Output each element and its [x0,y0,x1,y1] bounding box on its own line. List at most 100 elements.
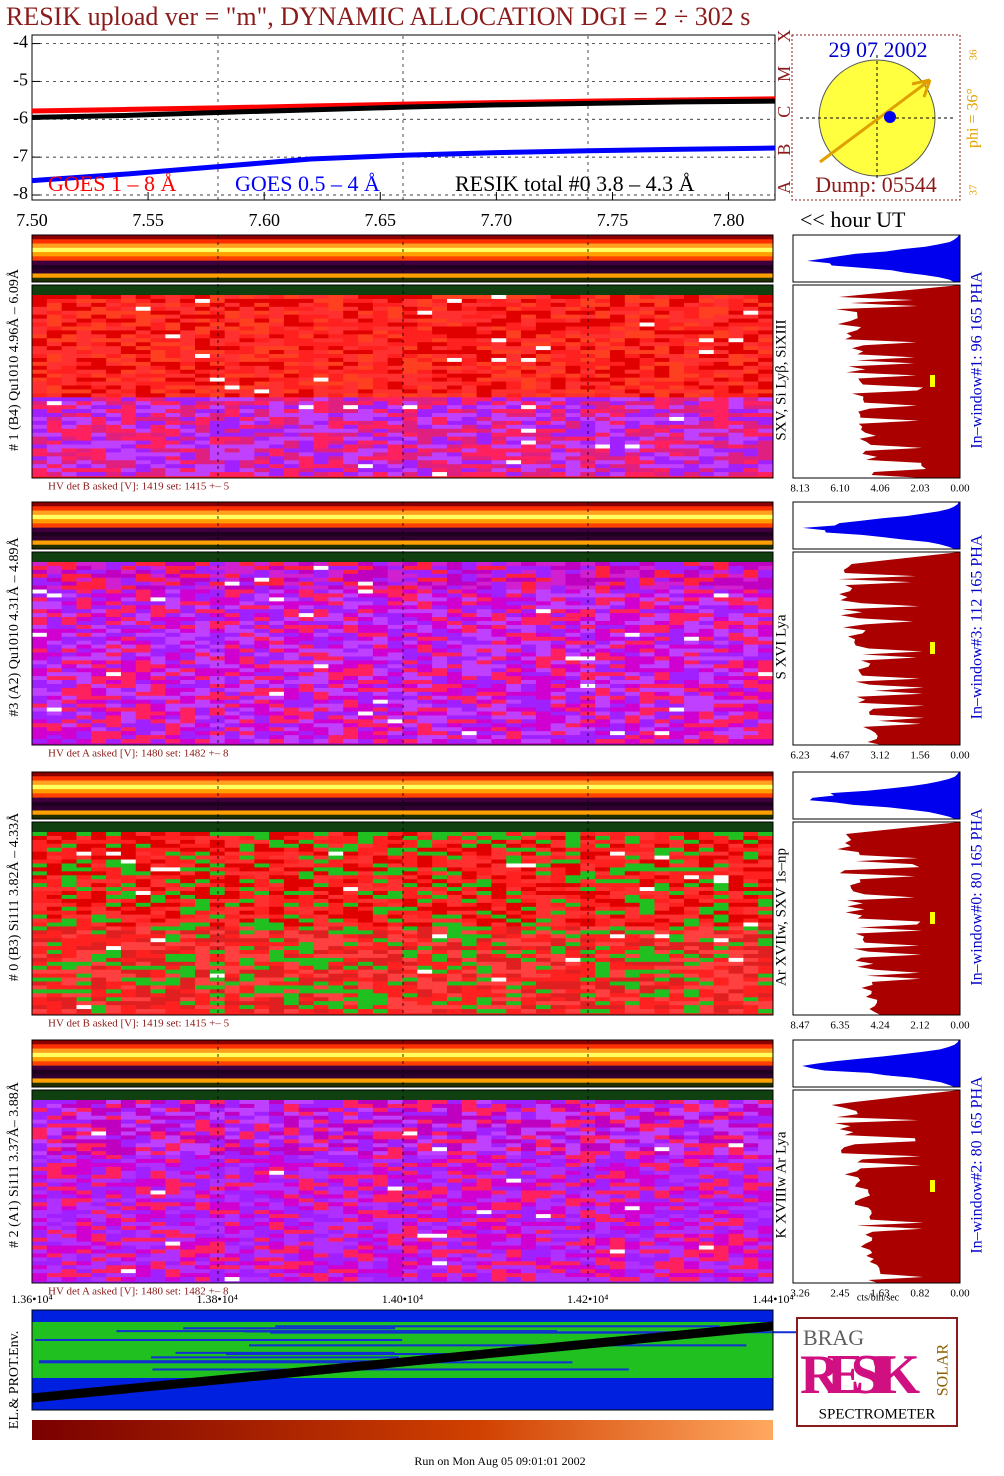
spectrogram-cell [669,460,685,465]
spectrogram-cell [298,835,314,841]
spectrogram-cell [506,302,522,308]
spectrogram-cell [669,436,685,441]
spectrogram-cell [269,605,285,610]
spectrogram-cell [698,727,715,732]
spectrogram-cell [283,409,300,414]
spectrogram-cell [195,405,211,410]
spectrogram-cell [684,683,700,689]
spectrogram-cell [417,295,433,300]
spectrogram-cell [535,676,551,681]
spectrogram-cell [417,436,433,441]
spectrogram-cell [713,377,729,382]
spectrogram-cell [684,680,700,685]
spectrogram-cell [387,593,403,598]
spectrogram-cell [713,621,729,626]
spectrogram-cell [565,389,581,394]
spectrogram-cell [728,448,744,453]
spectrogram-cell [32,676,48,681]
spectrogram-cell [224,577,240,582]
spectrogram-cell [387,365,403,371]
spectrogram-cell [669,452,685,457]
spectrogram-cell [61,361,77,367]
spectrogram-cell [313,723,329,728]
spectrogram-cell [595,440,611,445]
spectrogram-cell [713,357,729,363]
spectrogram-cell [432,711,448,716]
spectrogram-cell [283,835,300,841]
spectrogram-cell [195,397,211,402]
spectrogram-cell [639,409,655,414]
spectrogram-cell [669,569,685,575]
spectrogram-cell [150,703,166,708]
spectrogram-cell [61,322,77,327]
spectrogram-cell [684,695,700,701]
spectrogram-cell [224,585,240,590]
spectrogram-cell [743,695,759,701]
spectrogram-cell [209,448,225,453]
spectrogram-cell [461,326,477,331]
spectrogram-cell [120,354,137,359]
spectrogram-cell [91,298,107,304]
spectrogram-cell [32,585,48,590]
spectrogram-cell [224,613,240,618]
spectrogram-cell [684,613,700,618]
spectrogram-cell [609,361,626,367]
spectrogram-cell [639,464,655,469]
spectrogram-cell [476,652,492,657]
spectrogram-cell [269,350,285,355]
spectrogram-cell [76,672,92,677]
spectrogram-cell [669,318,685,323]
spectrogram-cell [372,338,388,343]
spectrogram-cell [313,676,329,681]
spectrogram-cell [639,468,655,473]
spectrogram-cell [713,735,729,740]
spectrogram-cell [150,589,166,594]
spectrogram-cell [728,416,744,422]
spectrogram-cell [491,723,507,728]
spectrogram-cell [595,835,611,841]
spectrogram-cell [491,432,507,437]
spectrogram-cell [313,468,329,473]
spectrogram-cell [298,314,314,319]
spectrogram-cell [506,672,522,677]
spectrogram-cell [135,715,151,720]
spectrogram-cell [195,652,211,657]
spectrogram-cell [209,727,225,732]
spectrogram-cell [743,699,759,704]
spectrogram-cell [713,648,729,653]
spectrogram-cell [432,683,448,689]
spectrogram-cell [654,577,670,582]
spectrogram-cell [328,369,344,374]
spectrogram-cell [239,731,255,736]
spectrogram-cell [283,385,300,390]
spectrogram-cell [639,361,655,367]
spectrogram-cell [76,640,92,645]
spectrogram-cell [698,354,715,359]
spectrogram-cell [254,577,270,582]
spectrogram-cell [432,373,448,378]
spectrogram-cell [387,416,403,422]
spectrogram-cell [698,632,715,638]
spectrogram-cell [46,342,62,347]
spectrogram-cell [402,581,418,586]
spectrogram-cell [743,428,759,434]
spectrogram-cell [758,361,774,367]
spectrogram-cell [32,381,48,386]
spectrogram-cell [283,691,300,697]
spectrogram-cell [150,377,166,382]
spectrogram-cell [669,573,685,579]
spectrogram-cell [328,562,344,567]
spectrogram-cell [446,835,463,841]
spectrogram-cell [209,676,225,681]
spectrogram-cell [106,424,122,430]
spectrogram-cell [239,373,255,378]
spectrogram-cell [180,727,196,732]
spectrogram-cell [565,330,581,335]
spectrogram-cell [684,676,700,681]
spectrogram-cell [269,436,285,441]
spectrogram-cell [61,444,77,449]
spectrogram-cell [491,318,507,323]
spectrogram-cell [506,306,522,312]
spectrogram-cell [32,318,48,323]
spectrogram-cell [506,624,522,630]
